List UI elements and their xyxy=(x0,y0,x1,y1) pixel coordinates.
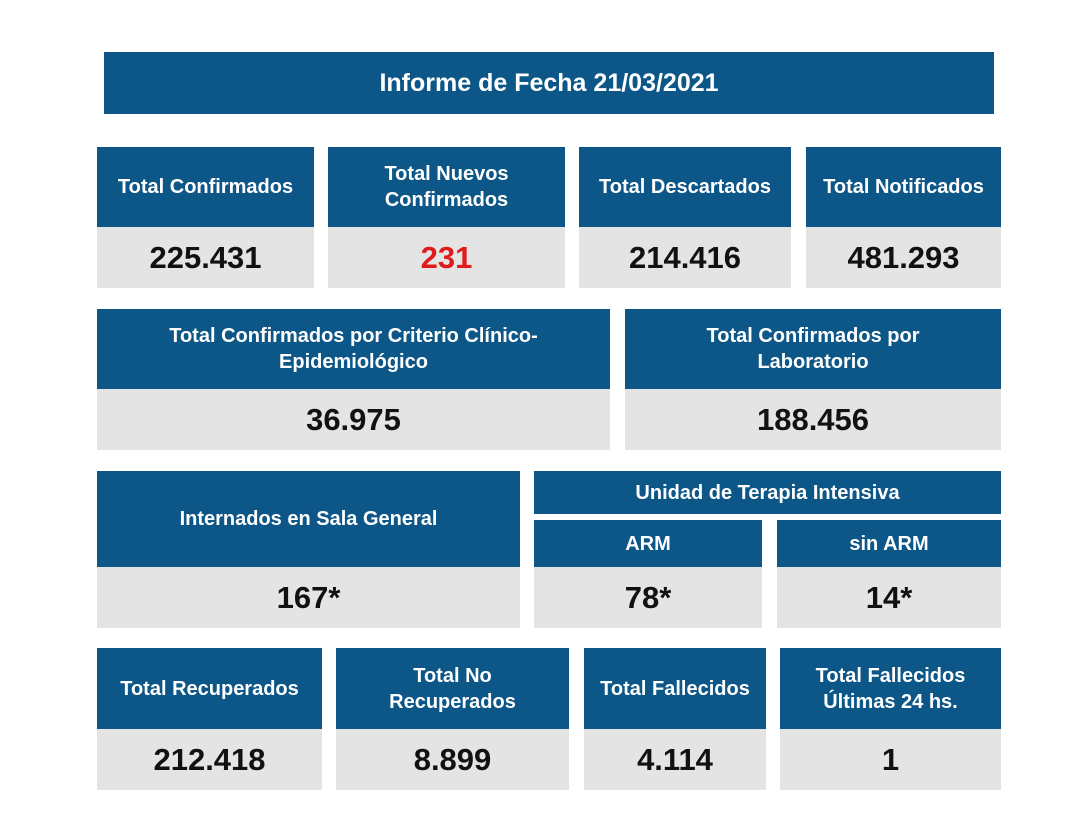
card-label: Total Confirmados por Laboratorio xyxy=(625,309,1001,389)
card-label: Total Notificados xyxy=(806,147,1001,227)
card-value: 481.293 xyxy=(806,227,1001,288)
card-label: Total Recuperados xyxy=(97,648,322,729)
card-label: Total Confirmados xyxy=(97,147,314,227)
card-value: 167* xyxy=(97,567,520,628)
card-value: 8.899 xyxy=(336,729,569,790)
card-value: 231 xyxy=(328,227,565,288)
card-label: ARM xyxy=(534,520,762,567)
card-value: 14* xyxy=(777,567,1001,628)
card-label: sin ARM xyxy=(777,520,1001,567)
uti-header: Unidad de Terapia Intensiva xyxy=(534,471,1001,514)
card-label: Total Nuevos Confirmados xyxy=(328,147,565,227)
card-value: 78* xyxy=(534,567,762,628)
card-value: 36.975 xyxy=(97,389,610,450)
card-value: 212.418 xyxy=(97,729,322,790)
report-title: Informe de Fecha 21/03/2021 xyxy=(104,52,994,114)
card-label: Internados en Sala General xyxy=(97,471,520,567)
card-label: Total Descartados xyxy=(579,147,791,227)
card-value: 1 xyxy=(780,729,1001,790)
card-label: Total Fallecidos Últimas 24 hs. xyxy=(780,648,1001,729)
card-value: 188.456 xyxy=(625,389,1001,450)
card-label: Total Confirmados por Criterio Clínico-E… xyxy=(97,309,610,389)
card-value: 225.431 xyxy=(97,227,314,288)
card-label: Total No Recuperados xyxy=(336,648,569,729)
card-value: 4.114 xyxy=(584,729,766,790)
card-value: 214.416 xyxy=(579,227,791,288)
card-label: Total Fallecidos xyxy=(584,648,766,729)
